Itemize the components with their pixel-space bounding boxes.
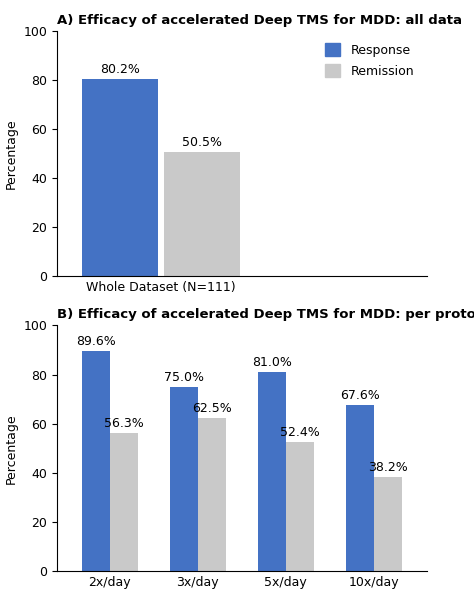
Text: 67.6%: 67.6% [340, 389, 380, 402]
Text: 52.4%: 52.4% [280, 426, 320, 440]
Text: 56.3%: 56.3% [104, 417, 144, 430]
Bar [374, 477, 402, 571]
Text: B) Efficacy of accelerated Deep TMS for MDD: per protocol: B) Efficacy of accelerated Deep TMS for … [57, 308, 474, 322]
Bar [109, 433, 138, 571]
Legend: Response, Remission: Response, Remission [319, 37, 420, 84]
Text: 50.5%: 50.5% [182, 136, 222, 149]
Bar [346, 405, 374, 571]
Bar [198, 418, 226, 571]
Bar [257, 372, 286, 571]
Text: 89.6%: 89.6% [76, 335, 116, 348]
Y-axis label: Percentage: Percentage [5, 118, 18, 189]
Bar [170, 387, 198, 571]
Text: 62.5%: 62.5% [192, 402, 232, 414]
Bar [286, 442, 314, 571]
Text: 38.2%: 38.2% [368, 461, 408, 474]
Text: 81.0%: 81.0% [252, 356, 292, 369]
Bar [82, 79, 158, 276]
Text: 75.0%: 75.0% [164, 371, 204, 384]
Text: 80.2%: 80.2% [100, 63, 140, 76]
Y-axis label: Percentage: Percentage [5, 413, 18, 484]
Bar [164, 152, 240, 276]
Bar [82, 351, 109, 571]
Text: A) Efficacy of accelerated Deep TMS for MDD: all data: A) Efficacy of accelerated Deep TMS for … [57, 14, 462, 27]
